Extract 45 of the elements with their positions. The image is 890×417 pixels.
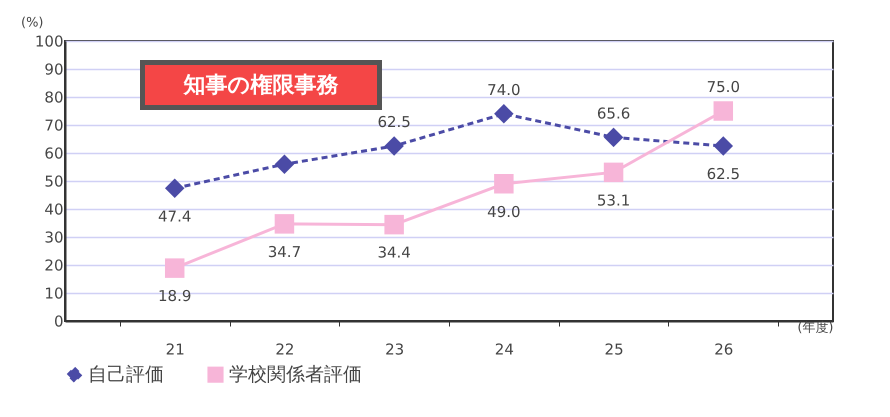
y-tick-label: 50 [44, 172, 64, 190]
data-label: 62.5 [706, 165, 740, 183]
y-tick-label: 0 [54, 312, 64, 330]
data-label: 65.6 [596, 104, 630, 122]
x-axis-title: (年度) [797, 320, 834, 336]
point [274, 214, 294, 234]
x-tick-label: 23 [385, 340, 404, 358]
x-tick-label: 22 [275, 340, 294, 358]
data-label: 34.7 [268, 242, 302, 261]
data-label: 53.1 [596, 191, 630, 210]
legend-label: 学校関係者評価 [229, 364, 362, 386]
y-tick-label: 40 [44, 200, 64, 218]
x-tick-label: 25 [604, 340, 624, 358]
data-label: 49.0 [487, 202, 521, 221]
point [494, 174, 514, 194]
point [714, 101, 734, 121]
data-label: 62.5 [377, 113, 411, 131]
y-tick-label: 90 [44, 60, 64, 78]
point [384, 136, 404, 156]
point [604, 128, 624, 148]
y-tick-label: 100 [34, 32, 64, 50]
point [714, 136, 734, 156]
data-label: 18.9 [158, 287, 192, 306]
data-label: 75.0 [706, 78, 740, 96]
y-tick-label: 60 [44, 144, 64, 162]
point [384, 214, 404, 234]
point [164, 178, 184, 198]
y-tick-label: 10 [44, 284, 64, 302]
y-tick-label: 20 [44, 256, 64, 274]
data-label: 47.4 [158, 207, 192, 226]
y-axis-title: (%) [21, 16, 44, 30]
callout-box: 知事の権限事務 [140, 60, 382, 110]
y-tick-label: 70 [44, 116, 64, 134]
point [604, 162, 624, 182]
y-tick-label: 30 [44, 228, 64, 246]
legend-label: 自己評価 [88, 364, 164, 386]
x-tick-label: 24 [494, 340, 514, 358]
y-tick-label: 80 [44, 88, 64, 106]
data-label: 34.4 [377, 244, 411, 262]
point [274, 154, 294, 174]
data-label: 74.0 [487, 80, 521, 99]
point [164, 258, 184, 278]
x-tick-label: 21 [166, 340, 185, 358]
x-tick-label: 26 [714, 340, 734, 358]
point [494, 104, 514, 124]
